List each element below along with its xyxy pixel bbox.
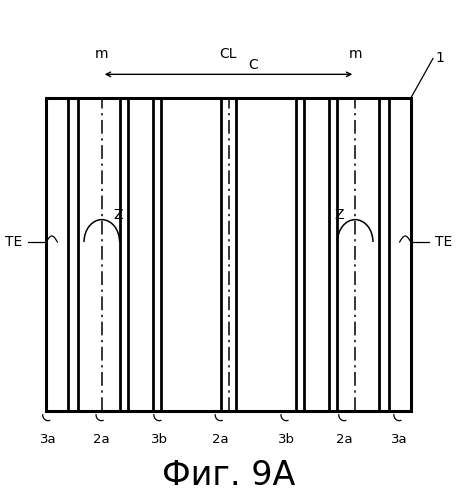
Text: 3a: 3a <box>40 433 56 446</box>
Text: m: m <box>348 47 362 61</box>
Text: Z: Z <box>113 208 122 222</box>
Text: 3a: 3a <box>391 433 408 446</box>
Text: 3b: 3b <box>151 433 168 446</box>
Text: Фиг. 9А: Фиг. 9А <box>162 459 295 492</box>
Text: CL: CL <box>220 47 237 61</box>
Bar <box>46 98 411 411</box>
Text: 3b: 3b <box>278 433 295 446</box>
Text: 2a: 2a <box>93 433 110 446</box>
Text: C: C <box>248 58 258 72</box>
Text: 2a: 2a <box>336 433 352 446</box>
Text: 2a: 2a <box>212 433 229 446</box>
Text: Z: Z <box>335 208 344 222</box>
Text: TE: TE <box>5 235 22 249</box>
Text: TE: TE <box>435 235 452 249</box>
Text: m: m <box>95 47 109 61</box>
Text: 1: 1 <box>435 51 444 65</box>
